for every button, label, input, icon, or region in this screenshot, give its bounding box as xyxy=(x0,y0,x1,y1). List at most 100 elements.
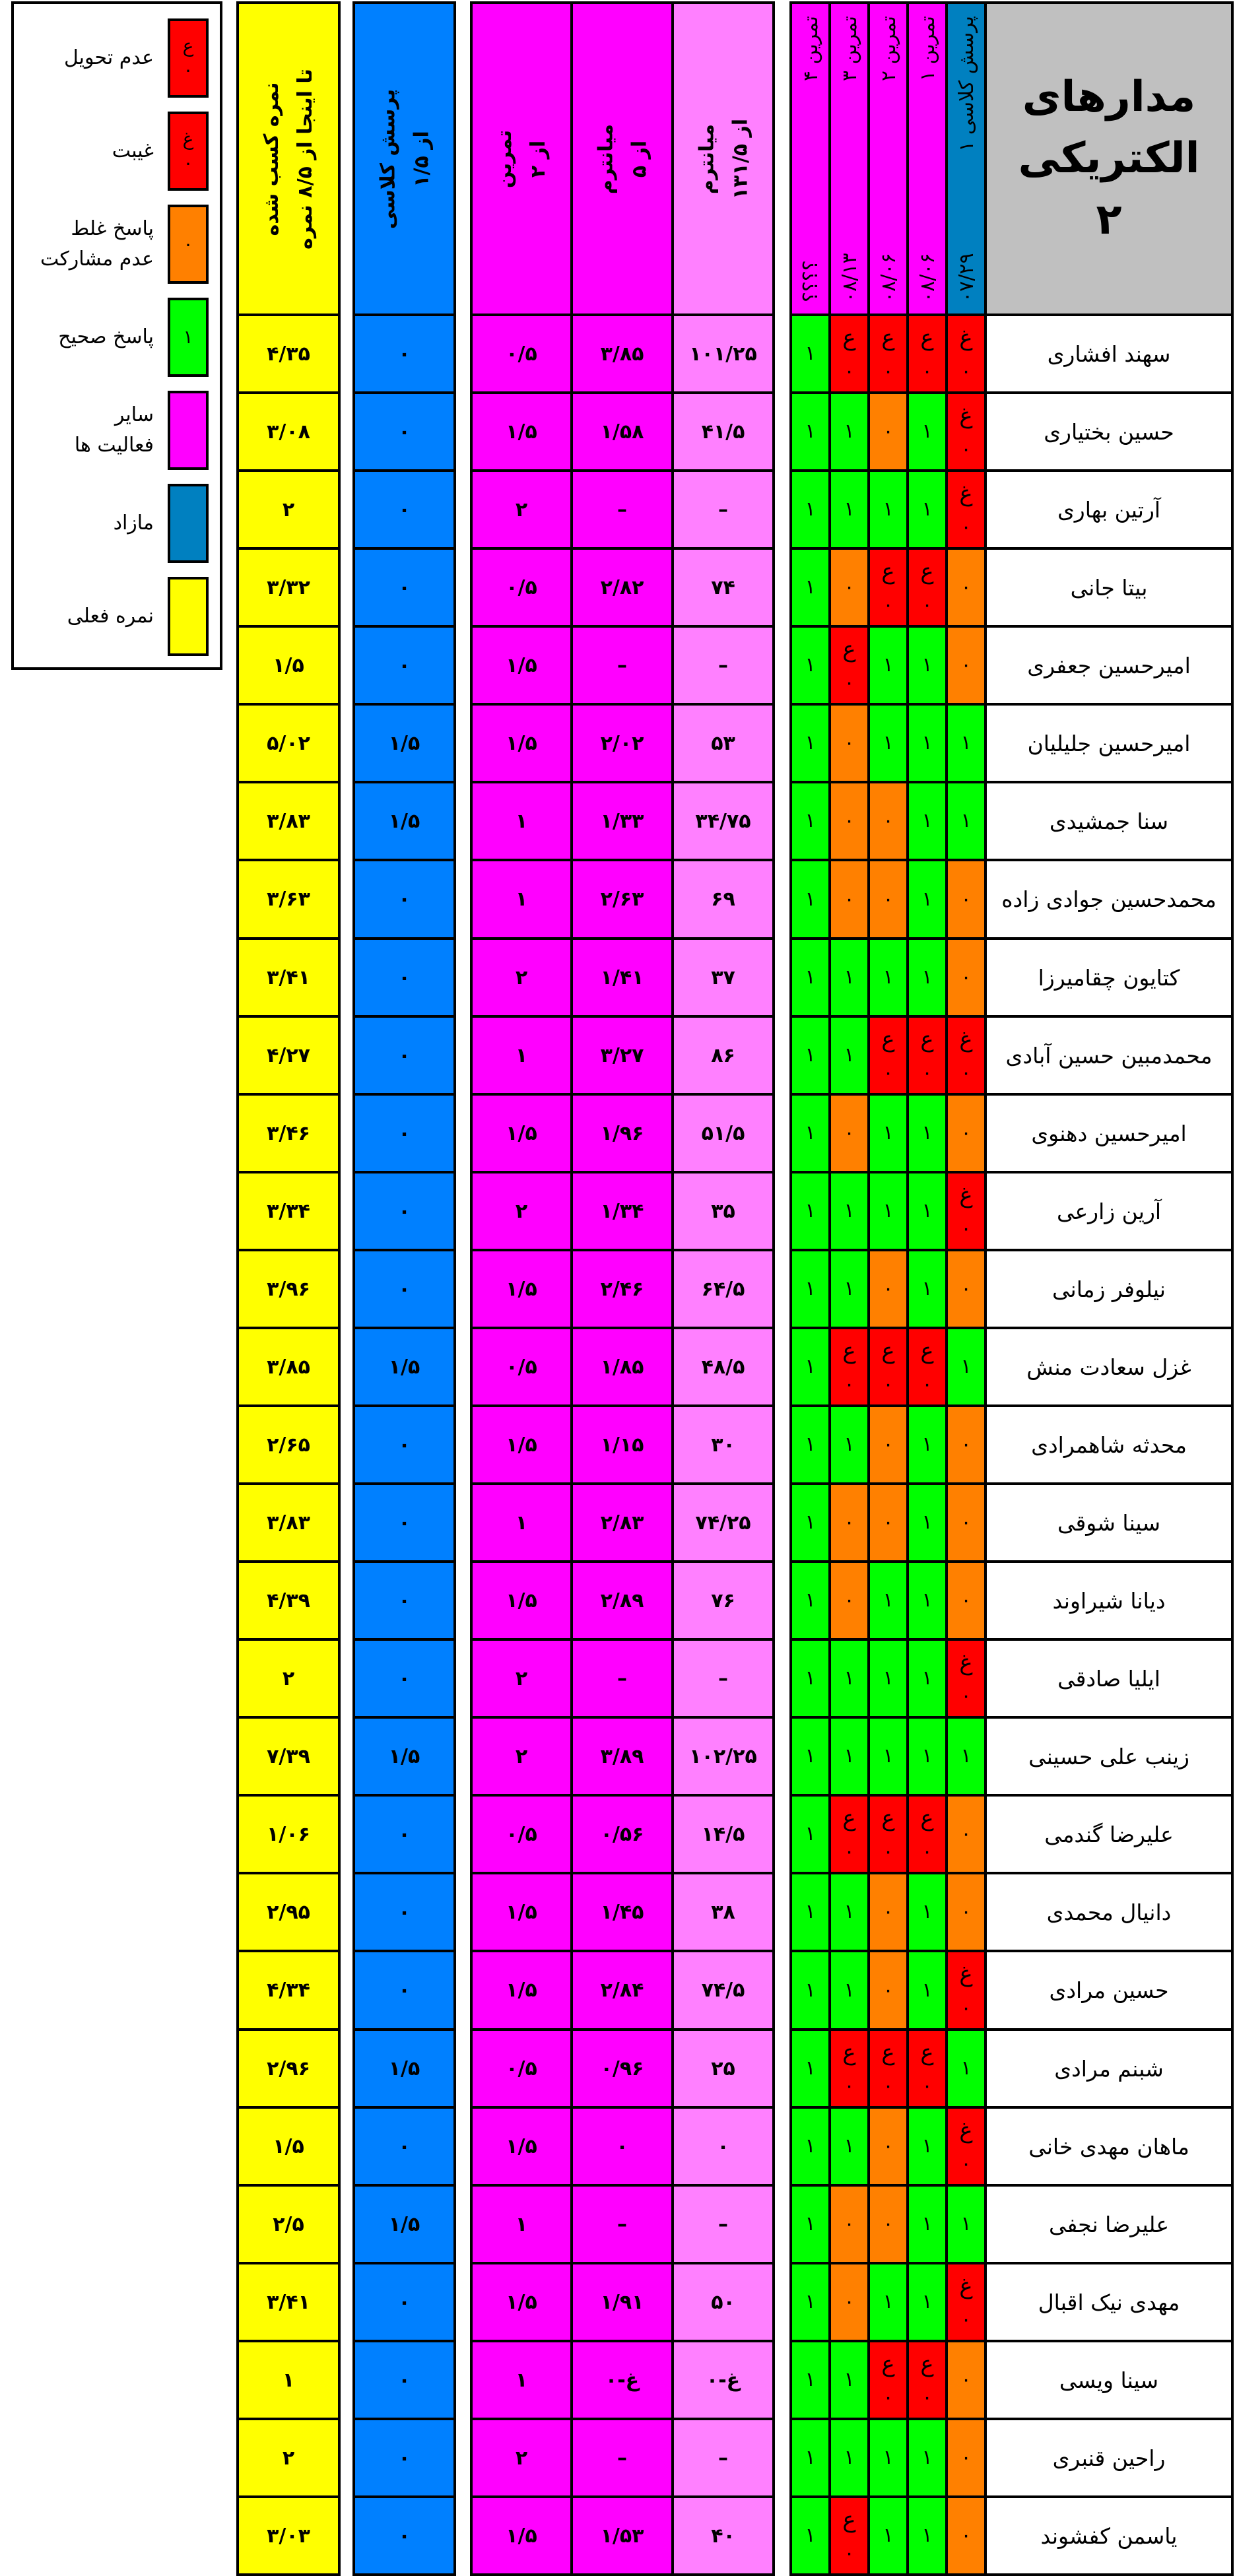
legend-swatch-text: ۰ xyxy=(183,232,193,255)
activity-cell-correct: ۱ xyxy=(906,2495,948,2576)
activity-cell-correct: ۱ xyxy=(906,781,948,861)
activity-cell-wrong: ۰ xyxy=(945,547,987,628)
activity-cell-correct: ۱ xyxy=(828,1015,870,1096)
activity-cell-correct: ۱ xyxy=(789,2495,831,2576)
header-line: میانترم xyxy=(593,123,617,194)
score-quiz: ۰ xyxy=(352,314,456,394)
activity-value: ۰ xyxy=(844,2212,855,2235)
activity-value: ۱ xyxy=(883,1589,894,1612)
score-total: ۴/۲۷ xyxy=(236,1015,341,1096)
score-exercises: ۱ xyxy=(470,781,573,861)
activity-value: ۰ xyxy=(883,2212,894,2235)
activity-cell-correct: ۱ xyxy=(789,469,831,550)
student-name: آرین زارعی xyxy=(984,1171,1234,1251)
score-midterm: ۱/۵۸ xyxy=(570,391,674,472)
score-midterm: ۱/۸۵ xyxy=(570,1327,674,1407)
score-quiz: ۰ xyxy=(352,1482,456,1563)
activity-value: ۱ xyxy=(883,1199,894,1222)
student-name: محدثه شاهمرادی xyxy=(984,1404,1234,1485)
activity-value: ۱ xyxy=(805,498,816,521)
activity-cell-correct: ۱ xyxy=(906,1638,948,1719)
score-total: ۲ xyxy=(236,469,341,550)
score-quiz: ۰ xyxy=(352,2340,456,2420)
activity-cell-correct: ۱ xyxy=(906,1950,948,2031)
score-quiz: ۰ xyxy=(352,1794,456,1874)
activity-value: ۰ xyxy=(960,887,972,911)
activity-cell-correct: ۱ xyxy=(828,2106,870,2187)
activity-cell-correct: ۱ xyxy=(828,391,870,472)
score-total: ۳/۸۳ xyxy=(236,1482,341,1563)
legend-item: نمره فعلی xyxy=(14,577,220,656)
activity-value: ۱ xyxy=(960,2057,972,2080)
score-exercises: ۱ xyxy=(470,2340,573,2420)
score-total: ۳/۳۴ xyxy=(236,1171,341,1251)
legend-swatch: ۱ xyxy=(168,298,209,377)
activity-cell-wrong: ۰ xyxy=(945,1482,987,1563)
activity-value: ۱ xyxy=(844,1277,855,1300)
score-total: ۵/۰۲ xyxy=(236,703,341,783)
activity-cell-correct: ۱ xyxy=(789,1872,831,1952)
header-line: میانترم xyxy=(694,123,718,194)
activity-date: ؟؟؟؟ xyxy=(799,259,822,302)
activity-value: ۱ xyxy=(844,1744,855,1767)
activity-cell-wrong: ۰ xyxy=(867,1482,909,1563)
legend-swatch-text: ۰ xyxy=(183,59,193,81)
activity-cell-correct: ۱ xyxy=(867,469,909,550)
activity-value: ۰ xyxy=(960,1433,972,1456)
activity-value: ۰ xyxy=(844,809,855,832)
activity-cell-correct: ۱ xyxy=(789,781,831,861)
activity-value: ۰ xyxy=(883,1061,894,1085)
activity-label: تمرین ۲ xyxy=(877,15,900,81)
score-midterm-raw: ۱۴/۵ xyxy=(671,1794,775,1874)
activity-cell-wrong: ۰ xyxy=(828,781,870,861)
legend-swatch-text: غ xyxy=(182,127,194,150)
score-midterm: ۲/۸۴ xyxy=(570,1950,674,2031)
score-total: ۳/۸۳ xyxy=(236,781,341,861)
score-midterm-raw: ۳۷ xyxy=(671,937,775,1018)
activity-value: ۰ xyxy=(960,1996,972,2020)
score-quiz: ۰ xyxy=(352,547,456,628)
activity-mark: غ xyxy=(959,1649,973,1676)
score-exercises: ۰/۵ xyxy=(470,1327,573,1407)
activity-value: ۱ xyxy=(921,2134,933,2158)
activity-cell-correct: ۱ xyxy=(789,1327,831,1407)
activity-value: ۰ xyxy=(883,809,894,832)
student-name: ماهان مهدی خانی xyxy=(984,2106,1234,2187)
score-midterm: ۲/۶۳ xyxy=(570,859,674,940)
score-midterm: ۱/۹۱ xyxy=(570,2262,674,2342)
activity-label: تمرین ۱ xyxy=(916,15,939,81)
activity-value: ۱ xyxy=(921,1511,933,1534)
score-exercises: ۱ xyxy=(470,1482,573,1563)
student-name: علیرضا نجفی xyxy=(984,2184,1234,2264)
activity-value: ۱ xyxy=(921,1744,933,1767)
score-midterm: – xyxy=(570,2184,674,2264)
score-quiz: ۰ xyxy=(352,2262,456,2342)
score-midterm: ۲/۸۲ xyxy=(570,547,674,628)
activity-value: ۰ xyxy=(844,671,855,695)
activity-cell-correct: ۱ xyxy=(828,1638,870,1719)
activity-value: ۱ xyxy=(960,1744,972,1767)
header-line: تا اینجا از ۸/۵ نمره xyxy=(294,68,317,249)
activity-cell-wrong: ۰ xyxy=(828,2184,870,2264)
activity-value: ۱ xyxy=(805,342,816,365)
activity-cell-wrong: ۰ xyxy=(867,2106,909,2187)
score-midterm: ۲/۸۳ xyxy=(570,1482,674,1563)
score-exercises: ۰/۵ xyxy=(470,2028,573,2109)
activity-cell-wrong: ۰ xyxy=(828,859,870,940)
legend-swatch-text: ۱ xyxy=(183,325,193,348)
student-name: محمدمبین حسین آبادی xyxy=(984,1015,1234,1096)
legend-label: عدم تحویل xyxy=(63,46,154,69)
activity-value: ۱ xyxy=(805,1667,816,1690)
score-total: ۲/۵ xyxy=(236,2184,341,2264)
activity-value: ۱ xyxy=(844,1043,855,1067)
activity-mark: غ xyxy=(959,1181,973,1208)
activity-value: ۱ xyxy=(921,809,933,832)
score-total: ۲ xyxy=(236,1638,341,1719)
activity-mark: غ xyxy=(959,2117,973,2144)
